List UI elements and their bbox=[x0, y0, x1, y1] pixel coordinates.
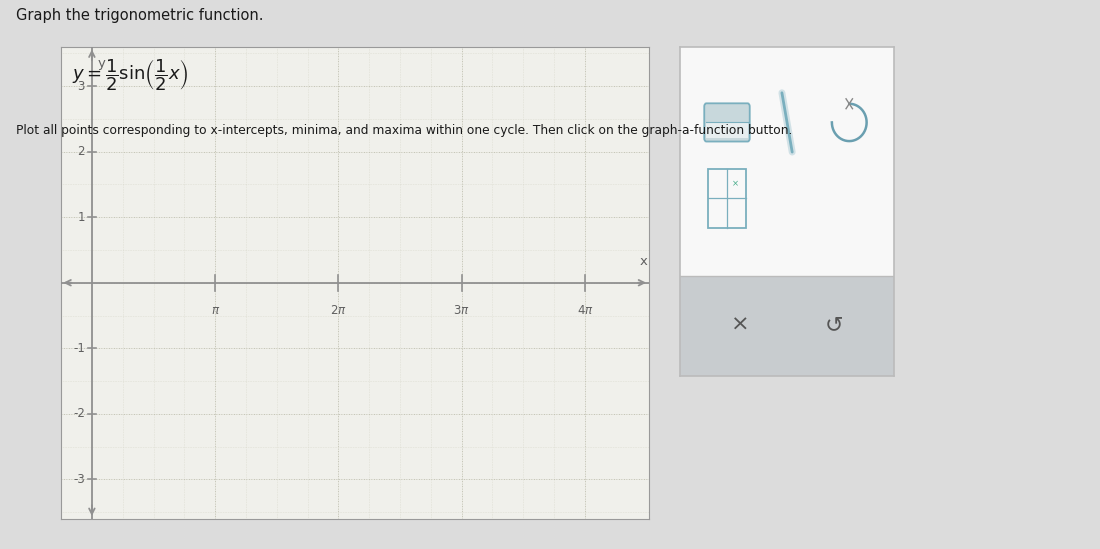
Text: -2: -2 bbox=[73, 407, 85, 421]
Bar bbox=[707, 169, 746, 228]
Text: y: y bbox=[98, 57, 106, 70]
FancyBboxPatch shape bbox=[680, 277, 894, 376]
Text: Graph the trigonometric function.: Graph the trigonometric function. bbox=[16, 8, 264, 23]
Text: x: x bbox=[639, 255, 647, 268]
Text: Plot all points corresponding to x-intercepts, minima, and maxima within one cyc: Plot all points corresponding to x-inter… bbox=[16, 124, 793, 137]
Text: ×: × bbox=[733, 179, 739, 188]
Text: $\pi$: $\pi$ bbox=[210, 304, 220, 317]
Text: $y=\dfrac{1}{2}\sin\!\left(\dfrac{1}{2}x\right)$: $y=\dfrac{1}{2}\sin\!\left(\dfrac{1}{2}x… bbox=[72, 58, 188, 93]
Text: ↺: ↺ bbox=[825, 315, 844, 335]
FancyBboxPatch shape bbox=[706, 122, 748, 138]
FancyBboxPatch shape bbox=[704, 103, 750, 142]
Text: 1: 1 bbox=[77, 211, 85, 223]
Text: $4\pi$: $4\pi$ bbox=[576, 304, 593, 317]
Text: $2\pi$: $2\pi$ bbox=[330, 304, 346, 317]
Text: ×: × bbox=[730, 315, 749, 335]
Text: -3: -3 bbox=[73, 473, 85, 486]
Text: 3: 3 bbox=[77, 80, 85, 93]
Text: -1: -1 bbox=[73, 342, 85, 355]
Text: $3\pi$: $3\pi$ bbox=[453, 304, 470, 317]
Text: 2: 2 bbox=[77, 145, 85, 158]
